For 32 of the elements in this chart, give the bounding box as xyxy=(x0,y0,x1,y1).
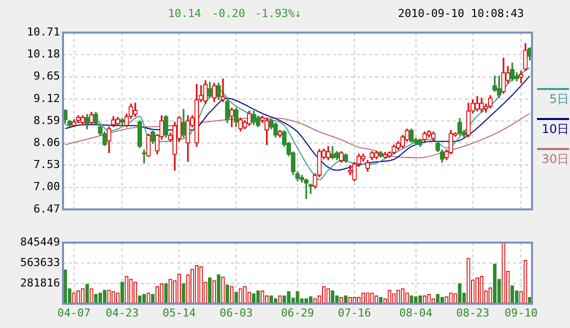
y-tick-label: 9.65 xyxy=(34,70,60,83)
legend-label: 5日 xyxy=(537,88,569,108)
line-series xyxy=(64,112,530,158)
y-tick-label: 563633 xyxy=(20,256,60,269)
y-tick-label: 281816 xyxy=(20,276,60,290)
y-tick-label: 10.18 xyxy=(26,48,60,61)
x-tick-label: 05-14 xyxy=(162,306,196,320)
x-tick-label: 07-16 xyxy=(338,306,372,320)
x-tick-label: 06-29 xyxy=(280,306,314,320)
y-tick-label: 6.47 xyxy=(34,202,60,216)
x-tick-label: 08-04 xyxy=(399,306,433,320)
text: -1.93%↓ xyxy=(255,7,302,20)
candlestick xyxy=(220,78,226,102)
y-tick-label: 8.06 xyxy=(34,136,60,149)
x-tick-label: 09-10 xyxy=(504,306,538,320)
y-tick-label: 7.53 xyxy=(34,158,60,172)
x-tick-label: 04-07 xyxy=(57,306,91,320)
text: 10.14 xyxy=(168,7,202,20)
y-tick-label: 10.71 xyxy=(26,25,60,38)
y-tick-label: 845449 xyxy=(20,235,60,248)
text: -0.20 xyxy=(212,7,246,20)
y-tick-label: 9.12 xyxy=(34,92,60,105)
legend-label: 30日 xyxy=(537,148,569,168)
line-series xyxy=(64,75,530,171)
y-tick-label: 8.59 xyxy=(34,114,60,127)
legend-label: 10日 xyxy=(537,118,569,138)
y-tick-label: 7.00 xyxy=(34,180,60,194)
text: 2010-09-10 10:08:43 xyxy=(398,7,524,20)
line-series xyxy=(64,67,530,180)
x-tick-label: 04-23 xyxy=(106,306,139,320)
x-tick-label: 08-23 xyxy=(456,306,490,320)
x-tick-label: 06-03 xyxy=(220,306,253,320)
